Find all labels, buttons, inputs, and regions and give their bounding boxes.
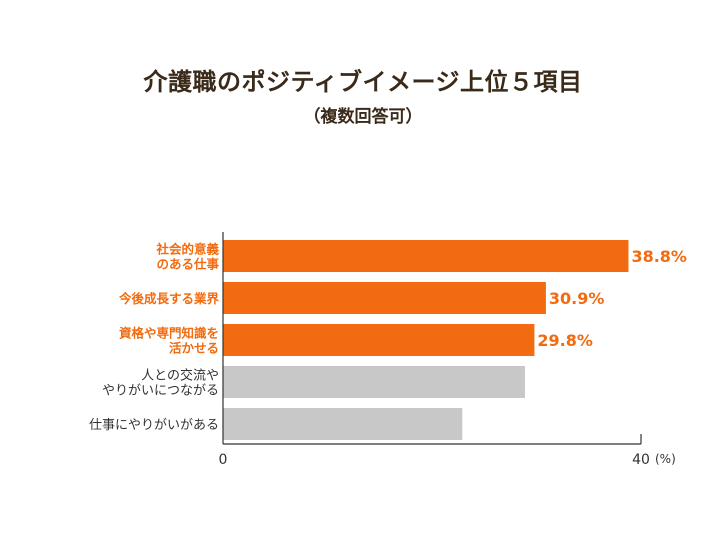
bar-3 [223,324,535,356]
bar-1 [223,240,629,272]
bar-2 [223,282,546,314]
x-axis-unit: (%) [655,452,676,466]
category-label-2: 今後成長する業界 [118,291,220,306]
category-label-1: 社会的意義のある仕事 [155,242,219,272]
category-label-4: 人との交流ややりがいにつながる [102,368,219,399]
value-label-3: 29.8% [537,331,593,350]
bar-4 [223,366,526,398]
value-label-1: 38.8% [631,247,687,266]
value-label-2: 30.9% [549,289,605,308]
x-tick-label-0: 0 [219,452,228,468]
chart-title: 介護職のポジティブイメージ上位５項目 [143,68,583,96]
chart-subtitle: （複数回答可） [303,107,423,127]
category-label-5: 仕事にやりがいがある [89,418,219,433]
bar-5 [223,408,463,440]
category-label-3: 資格や専門知識を活かせる [119,326,219,356]
x-tick-label-40: 40 [632,452,650,468]
